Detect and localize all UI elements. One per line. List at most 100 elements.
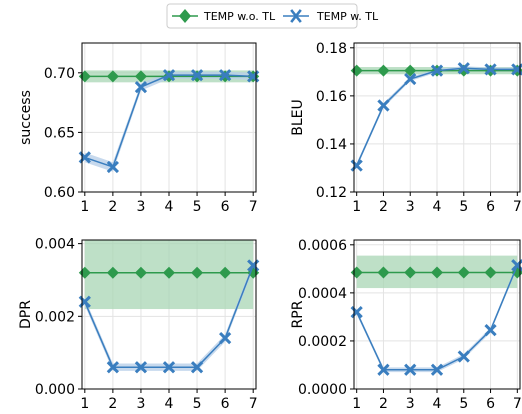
x-tick-label-7: 7 — [249, 396, 258, 412]
chart-panel-1: 1 2 3 4 5 6 7 0.60 0.65 0.70 success — [18, 42, 260, 215]
legend-marker-x — [290, 9, 302, 23]
point-temp-wo-tl-5 — [191, 266, 204, 279]
legend-label-blue: TEMP w. TL — [316, 10, 379, 23]
point-temp-wo-tl-3 — [404, 64, 417, 77]
point-stroke-b — [484, 323, 497, 337]
point-temp-w-tl-6 — [219, 332, 232, 345]
chart-panel-3: 1 2 3 4 5 6 7 0.000 0.002 0.004 DPR — [18, 237, 260, 412]
y-tick-label-3: 0.004 — [35, 237, 75, 253]
band-temp-w-tl — [356, 262, 518, 373]
point-stroke-b — [190, 361, 204, 374]
y-axis-label: success — [18, 90, 34, 145]
point-temp-wo-tl-4 — [431, 266, 443, 279]
point-temp-w-tl-3 — [134, 80, 148, 94]
legend-frame — [166, 3, 358, 29]
x-tick-label-2: 2 — [108, 199, 117, 215]
x-tick-label-4: 4 — [165, 199, 174, 215]
point-temp-w-tl-2 — [377, 99, 390, 112]
x-tick-label-7: 7 — [513, 396, 522, 412]
legend-label-green: TEMP w.o. TL — [203, 10, 276, 23]
point-temp-w-tl-4 — [430, 363, 444, 376]
x-tick-label-6: 6 — [486, 396, 495, 412]
point-stroke-b — [106, 361, 119, 374]
y-tick-label-2: 0.0002 — [298, 334, 347, 350]
point-stroke-b — [219, 332, 232, 345]
point-temp-wo-tl-6 — [484, 266, 497, 279]
point-temp-wo-tl-3 — [134, 266, 147, 279]
x-tick-label-1: 1 — [80, 396, 89, 412]
point-temp-w-tl-5 — [190, 361, 204, 374]
point-temp-w-tl-6 — [484, 323, 497, 337]
point-stroke-b — [430, 363, 444, 376]
x-tick-label-4: 4 — [433, 199, 442, 215]
y-tick-label-1: 0.0000 — [298, 382, 347, 398]
y-tick-label-4: 0.18 — [316, 41, 347, 57]
x-tick-label-2: 2 — [379, 199, 388, 215]
point-temp-wo-tl-5 — [457, 266, 470, 279]
chart-panel-4: 1 2 3 4 5 6 7 0.0000 0.0002 0.0004 0.0006 RPR — [290, 238, 522, 412]
x-tick-label-5: 5 — [193, 199, 202, 215]
point-temp-w-tl-5 — [457, 350, 470, 363]
y-axis-label: DPR — [18, 300, 34, 329]
x-tick-label-2: 2 — [108, 396, 117, 412]
point-temp-wo-tl-2 — [377, 64, 390, 77]
y-axis-label: RPR — [290, 300, 306, 328]
y-tick-label-4: 0.0006 — [298, 238, 347, 254]
point-temp-wo-tl-7 — [511, 266, 522, 279]
point-temp-w-tl-6 — [484, 63, 497, 76]
chart-panel-2: 1 2 3 4 5 6 7 0.12 0.14 0.16 0.18 BLEU — [290, 41, 522, 215]
point-temp-wo-tl-3 — [404, 266, 417, 279]
point-temp-w-tl-2 — [106, 361, 119, 374]
point-temp-w-tl-4 — [162, 69, 176, 82]
x-tick-label-3: 3 — [406, 199, 415, 215]
point-temp-w-tl-3 — [404, 72, 417, 86]
point-temp-w-tl-6 — [219, 69, 232, 82]
point-temp-w-tl-4 — [430, 64, 444, 77]
point-stroke-b — [404, 363, 417, 376]
x-tick-label-2: 2 — [379, 396, 388, 412]
point-temp-w-tl-5 — [457, 62, 470, 75]
y-tick-label-1: 0.000 — [35, 382, 75, 398]
point-stroke-b — [457, 62, 470, 75]
x-tick-label-1: 1 — [352, 199, 361, 215]
legend-marker-diamond — [179, 9, 191, 23]
x-tick-label-6: 6 — [221, 396, 230, 412]
point-stroke-b — [162, 361, 176, 374]
point-stroke-b — [377, 363, 390, 376]
x-tick-label-4: 4 — [433, 396, 442, 412]
point-temp-wo-tl-6 — [219, 266, 232, 279]
y-tick-label-1: 0.60 — [44, 185, 75, 201]
y-tick-label-3: 0.0004 — [298, 286, 347, 302]
point-temp-wo-tl-2 — [106, 70, 119, 83]
y-tick-label-1: 0.12 — [316, 185, 347, 201]
point-stroke-b — [162, 69, 176, 82]
x-tick-label-3: 3 — [136, 199, 145, 215]
x-tick-label-4: 4 — [165, 396, 174, 412]
y-tick-label-2: 0.65 — [44, 125, 75, 141]
x-tick-label-1: 1 — [352, 396, 361, 412]
x-tick-label-7: 7 — [513, 199, 522, 215]
x-tick-label-3: 3 — [406, 396, 415, 412]
point-temp-w-tl-2 — [106, 160, 119, 174]
y-tick-label-2: 0.002 — [35, 309, 75, 325]
y-axis-label: BLEU — [290, 99, 306, 136]
x-tick-label-1: 1 — [80, 199, 89, 215]
point-temp-wo-tl-2 — [106, 266, 119, 279]
x-tick-label-6: 6 — [486, 199, 495, 215]
band-temp-w-tl — [84, 71, 254, 172]
x-tick-label-5: 5 — [193, 396, 202, 412]
x-tick-label-5: 5 — [459, 396, 468, 412]
y-tick-label-3: 0.70 — [44, 66, 75, 82]
point-stroke-b — [457, 350, 470, 363]
point-temp-wo-tl-2 — [377, 266, 390, 279]
point-stroke-b — [190, 69, 204, 82]
point-temp-w-tl-2 — [377, 363, 390, 376]
point-temp-w-tl-3 — [404, 363, 417, 376]
x-tick-label-6: 6 — [221, 199, 230, 215]
point-stroke-b — [134, 361, 148, 374]
point-stroke-b — [106, 160, 119, 174]
point-temp-wo-tl-1 — [350, 64, 363, 77]
x-tick-label-3: 3 — [136, 396, 145, 412]
point-stroke-b — [377, 99, 390, 112]
